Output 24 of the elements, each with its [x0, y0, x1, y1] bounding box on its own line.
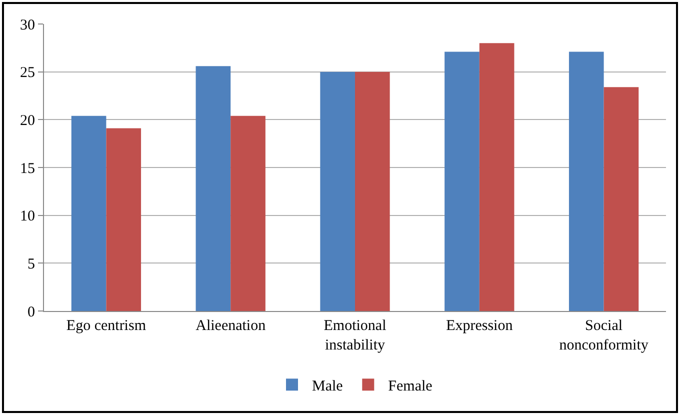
legend-label: Female: [388, 378, 433, 394]
bar: [320, 72, 355, 311]
x-tick-label: Emotional instability: [324, 318, 386, 354]
y-tick-label: 20: [20, 112, 35, 129]
x-tick-label: Social nonconformity: [559, 318, 649, 354]
bar: [479, 43, 514, 311]
y-tick-label: 0: [28, 304, 35, 320]
y-tick-label: 15: [20, 160, 35, 177]
bar: [444, 52, 480, 311]
bar: [71, 116, 106, 311]
bar: [355, 72, 390, 311]
bar: [568, 52, 604, 311]
y-tick-label: 5: [28, 256, 35, 272]
bar: [230, 116, 266, 311]
bar: [604, 87, 639, 311]
y-tick-label: 30: [20, 17, 35, 34]
x-tick-label: Expression: [446, 318, 514, 334]
legend-label: Male: [312, 378, 344, 394]
bar: [106, 128, 142, 311]
x-tick-label: Alieenation: [196, 318, 266, 334]
x-tick-label: Ego centrism: [66, 318, 146, 334]
bar: [196, 66, 231, 311]
y-tick-label: 10: [20, 208, 35, 225]
y-tick-label: 25: [20, 65, 35, 82]
